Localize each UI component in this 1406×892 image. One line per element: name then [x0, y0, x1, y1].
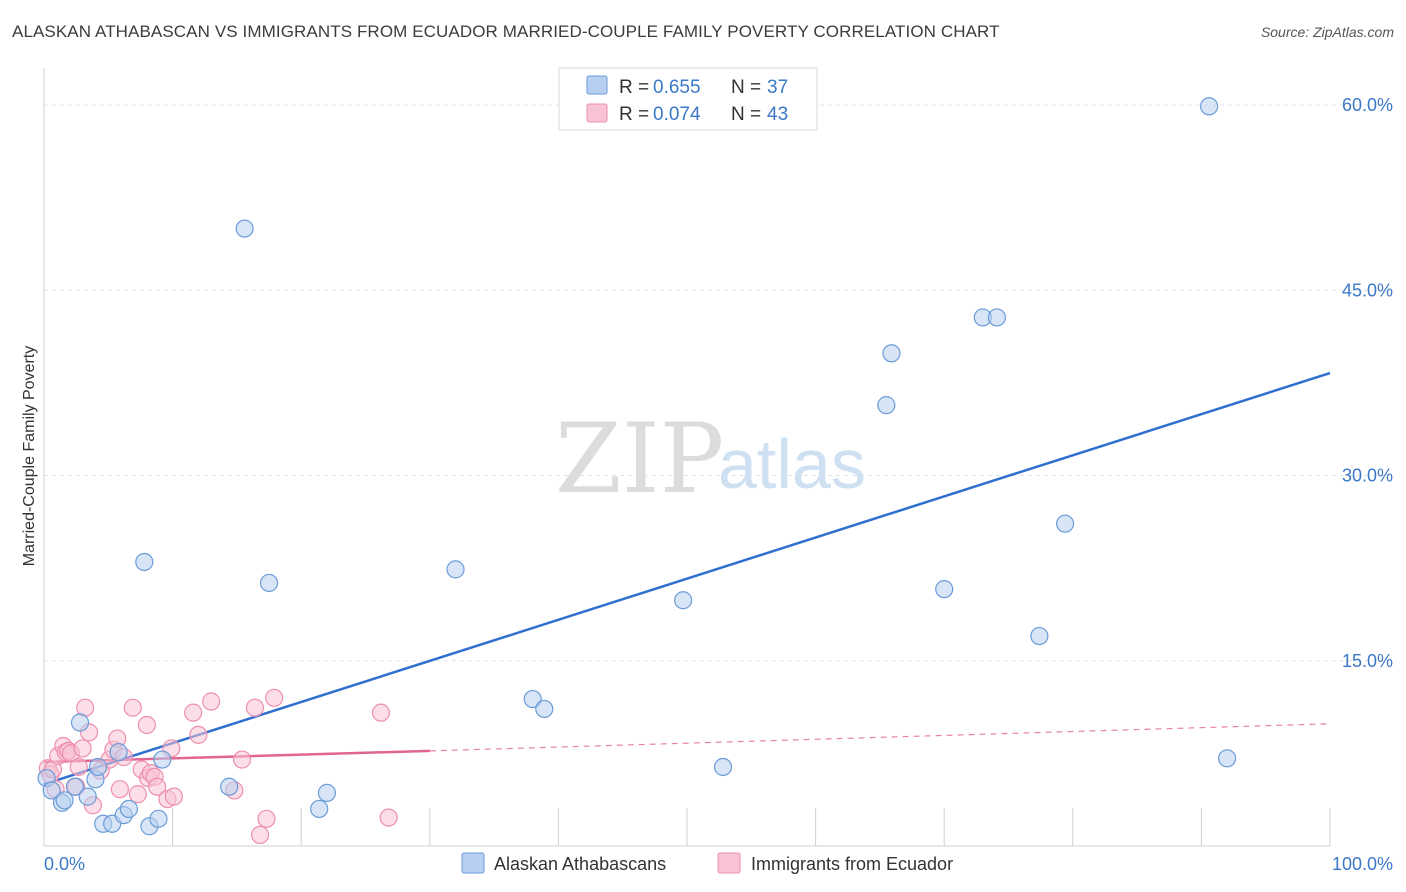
point-athabascan	[1055, 514, 1075, 533]
bottom-legend-label-ecuador: Immigrants from Ecuador	[751, 854, 953, 874]
x-tick-label: 0.0%	[44, 854, 85, 874]
point-athabascan	[55, 791, 74, 810]
y-tick-label: 15.0%	[1342, 651, 1393, 671]
legend-n-label: N =	[731, 104, 766, 125]
legend-n-value: 43	[767, 104, 788, 125]
point-athabascan	[674, 591, 693, 610]
legend-r-value: 0.074	[653, 104, 701, 125]
point-athabascan	[317, 783, 337, 802]
watermark-atlas: atlas	[718, 425, 866, 503]
point-ecuador	[202, 692, 221, 711]
bottom-legend-swatch-athabascan	[461, 852, 485, 874]
bottom-legend-label-athabascan: Alaskan Athabascans	[494, 854, 666, 874]
series-athabascan-points	[37, 97, 1237, 836]
point-athabascan	[882, 344, 901, 363]
point-athabascan	[1200, 97, 1219, 116]
point-athabascan	[119, 799, 138, 819]
point-athabascan	[220, 777, 239, 796]
point-athabascan	[713, 757, 733, 777]
point-athabascan	[78, 787, 97, 806]
point-athabascan	[523, 689, 542, 709]
point-athabascan	[877, 396, 896, 415]
legend-swatch-ecuador	[586, 103, 608, 123]
x-tick-label: 100.0%	[1332, 854, 1393, 874]
point-ecuador	[148, 777, 167, 796]
point-athabascan	[1030, 626, 1049, 646]
point-athabascan	[535, 699, 554, 719]
point-athabascan	[259, 573, 279, 593]
point-athabascan	[135, 552, 154, 572]
legend-r-label: R =	[619, 77, 654, 98]
point-ecuador	[232, 750, 252, 769]
point-athabascan	[935, 580, 954, 599]
point-ecuador	[257, 809, 276, 828]
point-ecuador	[245, 698, 265, 717]
point-athabascan	[310, 799, 329, 819]
point-athabascan	[149, 809, 168, 828]
point-ecuador	[69, 757, 88, 777]
y-axis-title: Married-Couple Family Poverty	[21, 346, 38, 567]
legend-n-value: 37	[767, 77, 788, 98]
point-ecuador	[73, 739, 92, 758]
trend-line-ecuador-extension	[429, 723, 1331, 752]
axes	[43, 68, 1331, 847]
y-tick-label: 45.0%	[1342, 280, 1393, 300]
bottom-legend-swatch-ecuador	[717, 852, 741, 874]
point-athabascan	[42, 781, 61, 800]
point-ecuador	[265, 688, 284, 707]
point-ecuador	[184, 703, 203, 722]
y-tick-label: 60.0%	[1342, 95, 1393, 115]
point-ecuador	[371, 703, 391, 722]
legend-row-athabascan: R = 0.655 N = 37	[619, 77, 788, 98]
point-ecuador	[379, 808, 398, 827]
point-ecuador	[128, 785, 147, 804]
point-athabascan	[70, 713, 90, 732]
gridlines	[44, 104, 1390, 662]
tick-labels: 15.0% 30.0% 45.0% 60.0% 0.0% 100.0%	[44, 95, 1393, 874]
legend-box: R = 0.655 N = 37 R = 0.074 N = 43	[558, 67, 818, 131]
point-ecuador	[250, 825, 270, 844]
bottom-legend: Alaskan Athabascans Immigrants from Ecua…	[461, 852, 953, 874]
legend-r-value: 0.655	[653, 77, 701, 98]
point-athabascan	[446, 560, 465, 579]
point-athabascan	[1218, 749, 1237, 768]
point-athabascan	[109, 743, 128, 762]
legend-swatch-athabascan	[586, 75, 608, 95]
point-athabascan	[235, 219, 254, 238]
y-tick-label: 30.0%	[1342, 466, 1393, 486]
source-credit: Source: ZipAtlas.com	[1260, 24, 1394, 40]
point-ecuador	[164, 787, 183, 806]
point-athabascan	[88, 757, 108, 777]
point-ecuador	[137, 715, 156, 735]
legend-n-label: N =	[731, 77, 766, 98]
point-athabascan	[153, 750, 172, 769]
watermark-zip: ZIP	[555, 403, 724, 515]
point-athabascan	[987, 308, 1007, 327]
point-athabascan	[65, 777, 84, 796]
point-ecuador	[110, 780, 129, 799]
chart-title: ALASKAN ATHABASCAN VS IMMIGRANTS FROM EC…	[12, 22, 1000, 41]
point-ecuador	[189, 725, 208, 744]
point-ecuador	[123, 698, 142, 717]
legend-r-label: R =	[619, 104, 654, 125]
legend-row-ecuador: R = 0.074 N = 43	[619, 104, 788, 125]
